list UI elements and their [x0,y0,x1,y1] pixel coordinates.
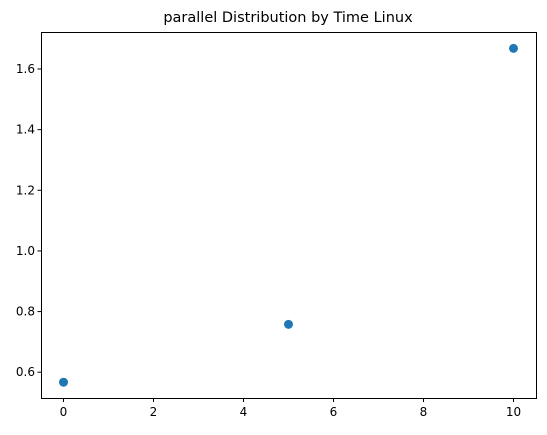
y-tick-label-3: 1.2 [16,183,35,197]
x-tick-label-1: 2 [150,405,158,419]
data-point-2 [509,43,518,53]
x-tick-label-5: 10 [506,405,521,419]
x-tick-label-3: 6 [330,405,338,419]
x-axis-ticks: 0 2 4 6 8 10 [60,398,521,419]
y-tick-label-0: 0.6 [16,365,35,379]
x-tick-label-4: 8 [420,405,428,419]
data-point-0 [59,377,68,387]
y-axis-ticks: 0.6 0.8 1.0 1.2 1.4 1.6 [16,62,42,379]
data-points [59,43,518,387]
chart-title: parallel Distribution by Time Linux [163,10,413,26]
y-tick-label-2: 1.0 [16,244,35,258]
y-tick-label-4: 1.4 [16,123,35,137]
y-tick-label-5: 1.6 [16,62,35,76]
data-point-1 [284,319,293,329]
x-tick-label-0: 0 [60,405,68,419]
plot-frame [41,32,537,399]
x-tick-label-2: 4 [240,405,248,419]
y-tick-label-1: 0.8 [16,305,35,319]
